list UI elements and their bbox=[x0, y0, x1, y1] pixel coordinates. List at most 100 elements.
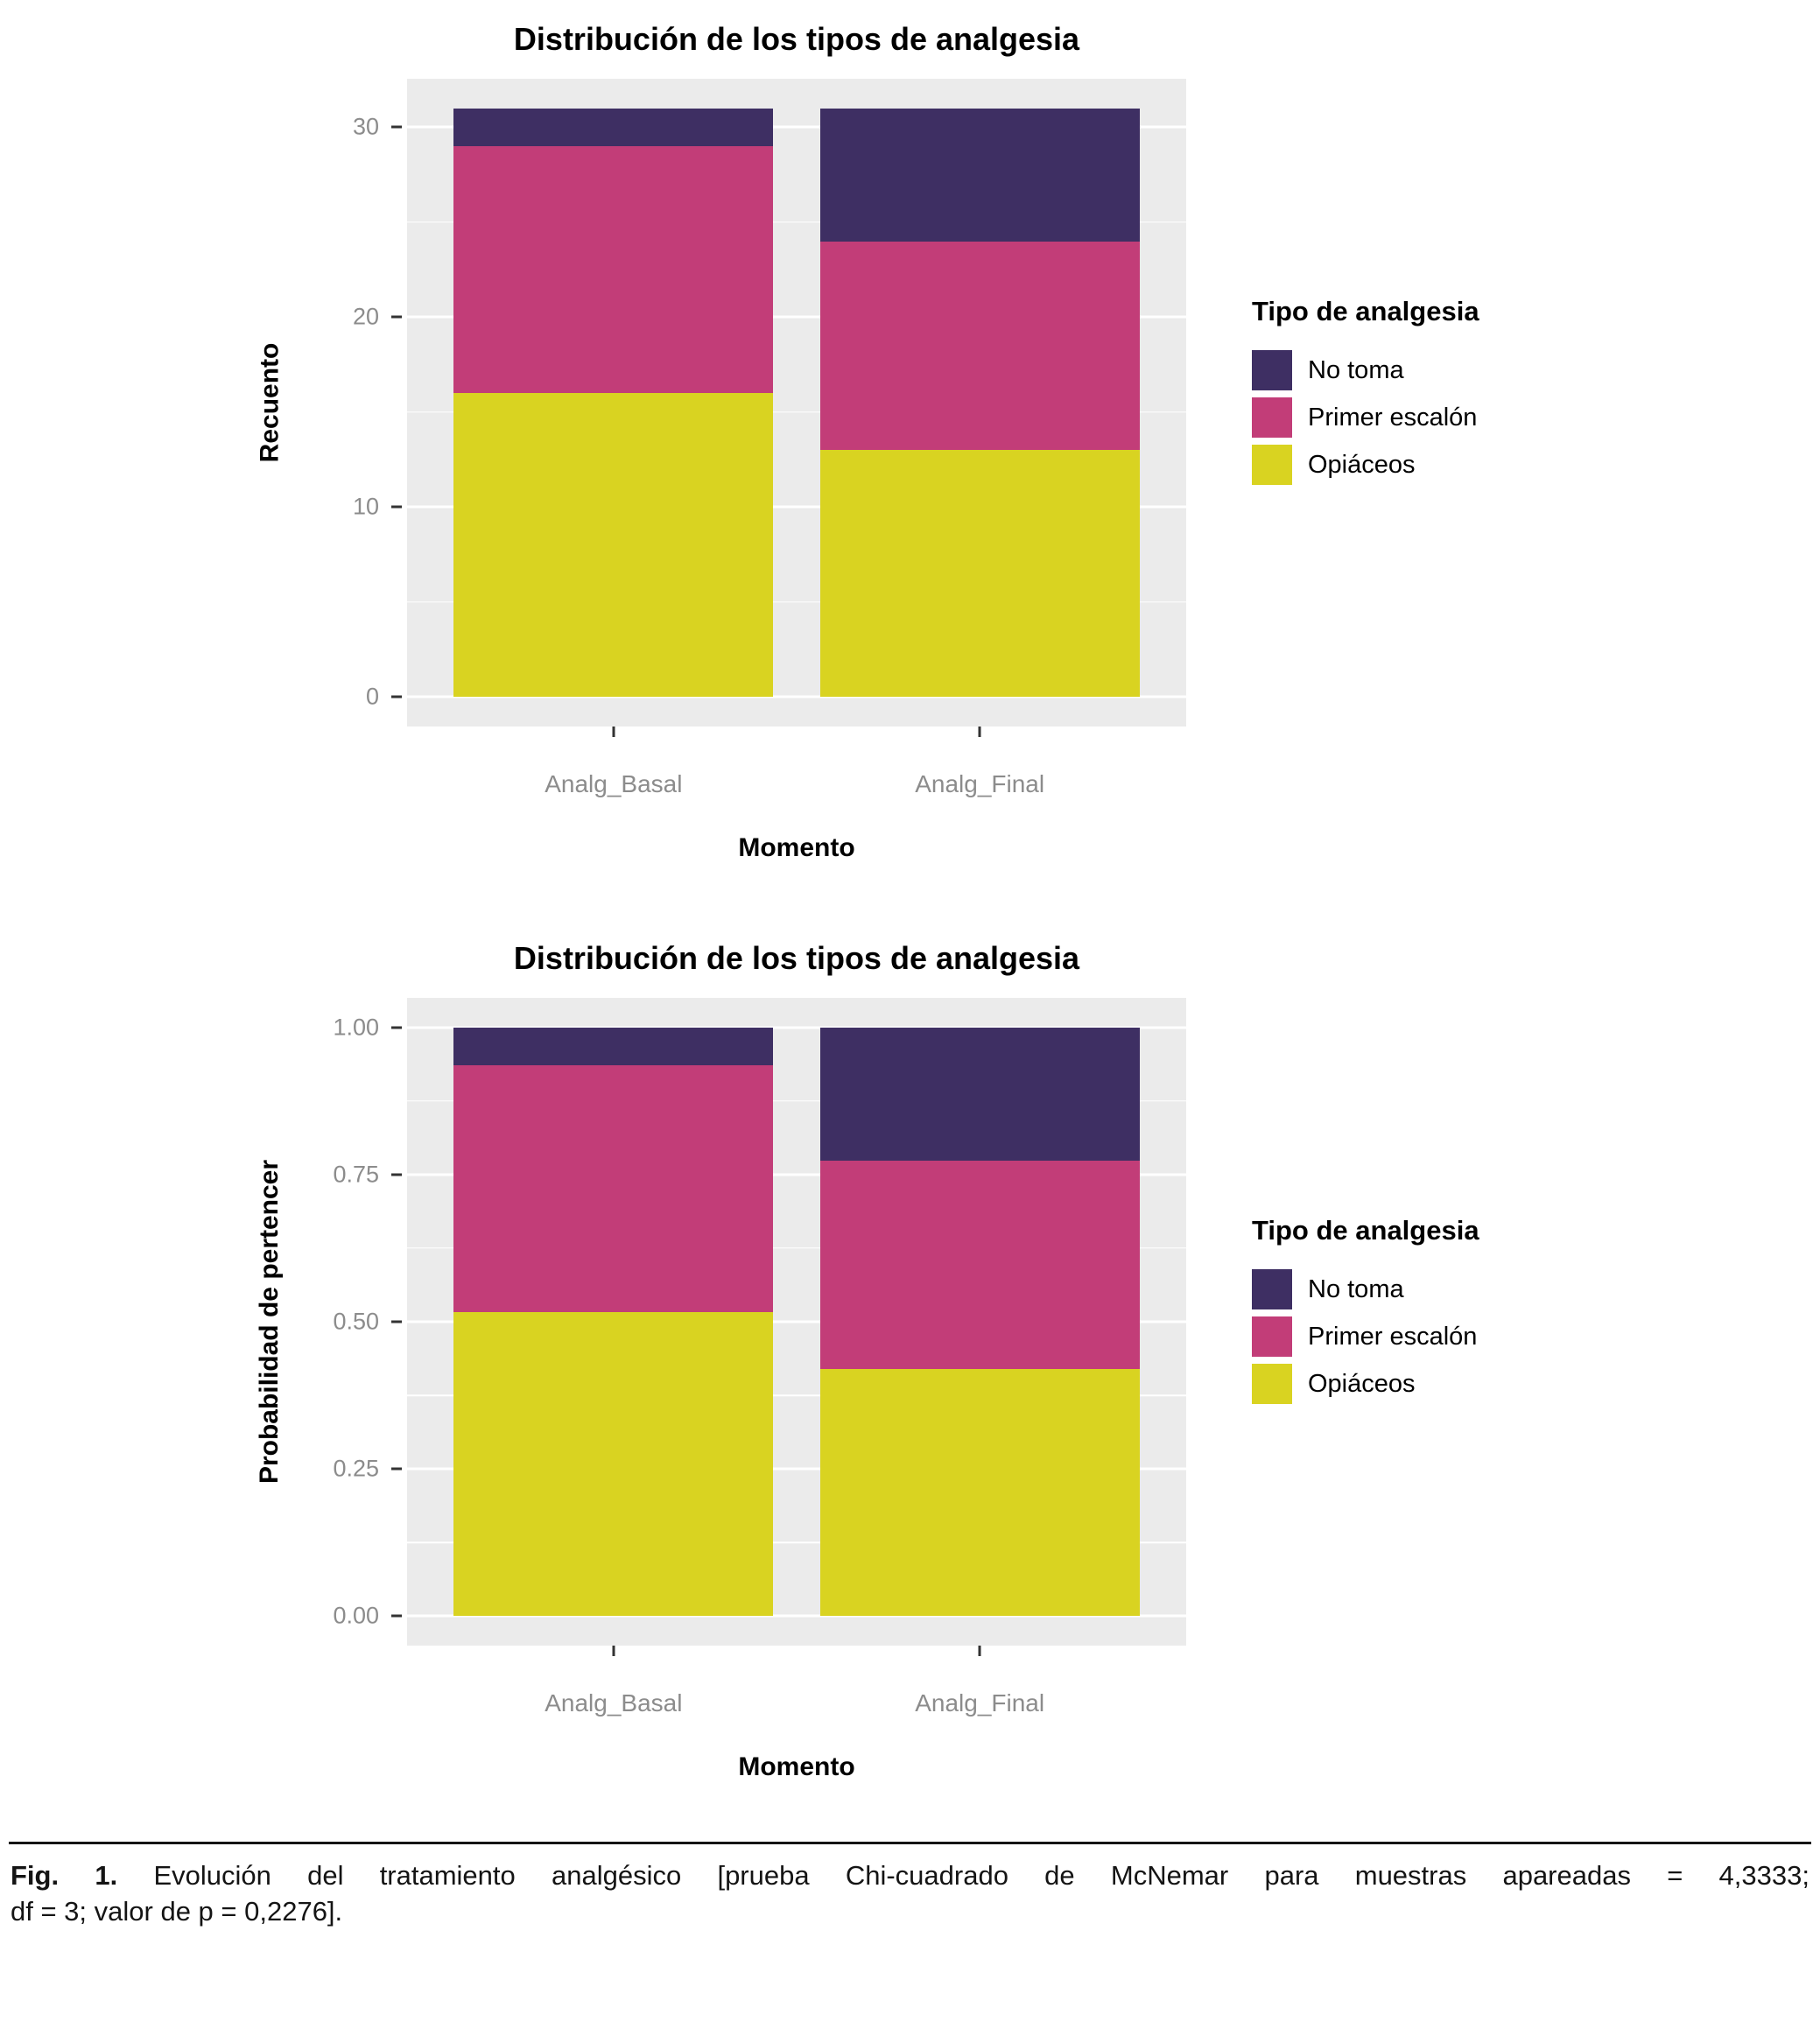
y-tick-label: 30 bbox=[352, 113, 379, 140]
y-tick-mark bbox=[391, 695, 402, 699]
legend-item-label: Opiáceos bbox=[1308, 450, 1416, 479]
chart-title: Distribución de los tipos de analgesia bbox=[513, 21, 1080, 57]
legend-item: Primer escalón bbox=[1252, 1316, 1479, 1357]
y-axis-title-text: Recuento bbox=[255, 342, 284, 463]
y-tick-label: 0.50 bbox=[333, 1308, 379, 1335]
y-tick-label: 0.25 bbox=[333, 1455, 379, 1482]
y-tick-mark bbox=[391, 125, 402, 129]
x-axis-title: Momento bbox=[738, 833, 855, 862]
caption-line-1: Fig. 1. Evolución del tratamiento analgé… bbox=[11, 1858, 1809, 1894]
legend-item: Primer escalón bbox=[1252, 397, 1479, 438]
caption-text: Evolución del tratamiento analgésico [pr… bbox=[153, 1860, 1809, 1891]
y-tick-label: 0.75 bbox=[333, 1161, 379, 1188]
y-tick-mark bbox=[391, 315, 402, 319]
legend-item-label: Opiáceos bbox=[1308, 1369, 1416, 1398]
bar-segment bbox=[819, 450, 1140, 698]
legend-item-label: No toma bbox=[1308, 355, 1404, 384]
legend-title: Tipo de analgesia bbox=[1252, 296, 1479, 326]
legend-swatch bbox=[1252, 1316, 1292, 1357]
legend-item: No toma bbox=[1252, 1269, 1479, 1309]
legend-swatch bbox=[1252, 1364, 1292, 1404]
legend-item-label: Primer escalón bbox=[1308, 1322, 1478, 1351]
bar-segment bbox=[819, 108, 1140, 242]
x-tick-mark bbox=[612, 1646, 615, 1656]
legend-item: No toma bbox=[1252, 350, 1479, 390]
y-tick-mark bbox=[391, 505, 402, 509]
y-tick-mark bbox=[391, 1026, 402, 1029]
x-axis-ticks: Analg_Basal Analg_Final bbox=[407, 727, 1186, 832]
x-tick-label: Analg_Final bbox=[915, 770, 1045, 797]
gridline-major bbox=[407, 695, 1186, 699]
legend-swatch bbox=[1252, 397, 1292, 438]
y-tick-label: 10 bbox=[352, 493, 379, 520]
y-tick-mark bbox=[391, 1173, 402, 1176]
legend-item-label: Primer escalón bbox=[1308, 403, 1478, 432]
caption-label: Fig. 1. bbox=[11, 1860, 118, 1891]
bar-segment bbox=[453, 1065, 774, 1313]
legend-item: Opiáceos bbox=[1252, 445, 1479, 485]
legend-item: Opiáceos bbox=[1252, 1364, 1479, 1404]
legend-items: No toma Primer escalón Opiáceos bbox=[1252, 350, 1479, 485]
bar-segment bbox=[453, 108, 774, 147]
gridline-minor bbox=[407, 1099, 1186, 1102]
bar-segment bbox=[819, 1160, 1140, 1370]
y-axis-ticks: 0 10 20 30 bbox=[324, 79, 407, 727]
y-tick-label: 0 bbox=[365, 683, 379, 710]
bar-segment bbox=[453, 146, 774, 394]
gridline-minor bbox=[407, 1541, 1186, 1544]
caption-line-2: df = 3; valor de p = 0,2276]. bbox=[11, 1895, 343, 1927]
gridline-major bbox=[407, 1614, 1186, 1618]
bar-segment bbox=[453, 1312, 774, 1617]
x-tick-label: Analg_Basal bbox=[545, 770, 683, 797]
legend-swatch bbox=[1252, 1269, 1292, 1309]
bar-segment bbox=[819, 1027, 1140, 1161]
plot-panel bbox=[407, 79, 1186, 727]
y-tick-label: 1.00 bbox=[333, 1014, 379, 1041]
gridline-major bbox=[407, 1467, 1186, 1471]
gridline-major bbox=[407, 505, 1186, 509]
legend-items: No toma Primer escalón Opiáceos bbox=[1252, 1269, 1479, 1404]
x-axis-ticks: Analg_Basal Analg_Final bbox=[407, 1646, 1186, 1751]
y-tick-mark bbox=[391, 1320, 402, 1323]
chart-body: Recuento 0 10 20 30 Analg_Basal Analg_Final … bbox=[255, 79, 1820, 884]
figure-caption: Fig. 1. Evolución del tratamiento analgé… bbox=[11, 1858, 1809, 1930]
caption-space bbox=[117, 1860, 153, 1891]
legend-swatch bbox=[1252, 350, 1292, 390]
gridline-major bbox=[407, 315, 1186, 319]
bar-segment bbox=[453, 393, 774, 698]
proportion-chart: Distribución de los tipos de analgesia P… bbox=[0, 919, 1820, 1803]
legend-title: Tipo de analgesia bbox=[1252, 1215, 1479, 1246]
legend-item-label: No toma bbox=[1308, 1274, 1404, 1303]
bar-segment bbox=[819, 1369, 1140, 1617]
gridline-minor bbox=[407, 221, 1186, 223]
bar-segment bbox=[819, 241, 1140, 451]
figure: Distribución de los tipos de analgesia R… bbox=[0, 0, 1820, 1930]
y-axis-title-text: Probabilidad de pertencer bbox=[255, 1159, 284, 1485]
y-tick-label: 20 bbox=[352, 303, 379, 330]
legend: Tipo de analgesia No toma Primer escalón O… bbox=[1252, 296, 1479, 492]
y-axis-title: Recuento bbox=[226, 79, 313, 727]
y-tick-label: 0.00 bbox=[333, 1602, 379, 1629]
gridline-minor bbox=[407, 601, 1186, 603]
count-chart: Distribución de los tipos de analgesia R… bbox=[0, 0, 1820, 884]
y-axis-ticks: 0.00 0.25 0.50 0.75 1.00 bbox=[324, 998, 407, 1646]
legend-swatch bbox=[1252, 445, 1292, 485]
x-tick-label: Analg_Final bbox=[915, 1689, 1045, 1717]
gridline-major bbox=[407, 1173, 1186, 1176]
chart-body: Probabilidad de pertencer 0.00 0.25 0.50 0.… bbox=[255, 998, 1820, 1803]
plot-panel bbox=[407, 998, 1186, 1646]
gridline-major bbox=[407, 125, 1186, 129]
x-axis-title: Momento bbox=[738, 1752, 855, 1781]
y-tick-mark bbox=[391, 1614, 402, 1618]
gridline-major bbox=[407, 1026, 1186, 1029]
x-tick-mark bbox=[978, 727, 981, 737]
legend: Tipo de analgesia No toma Primer escalón O… bbox=[1252, 1215, 1479, 1411]
x-tick-label: Analg_Basal bbox=[545, 1689, 683, 1717]
y-tick-mark bbox=[391, 1467, 402, 1471]
gridline-major bbox=[407, 1320, 1186, 1323]
caption-divider bbox=[9, 1842, 1811, 1844]
gridline-minor bbox=[407, 411, 1186, 413]
chart-title: Distribución de los tipos de analgesia bbox=[513, 940, 1080, 976]
x-tick-mark bbox=[978, 1646, 981, 1656]
gridline-minor bbox=[407, 1394, 1186, 1396]
